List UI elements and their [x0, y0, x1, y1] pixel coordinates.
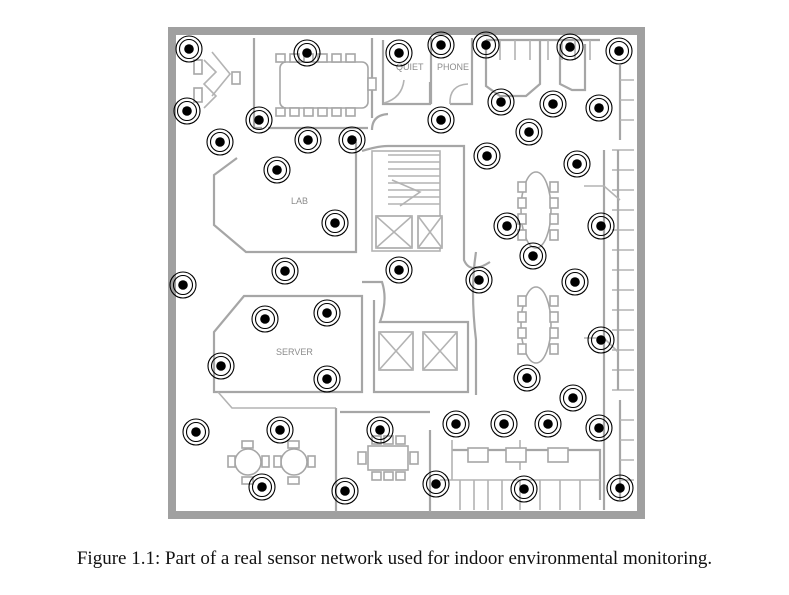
- sensor-node: [427, 31, 455, 59]
- sensor-node: [465, 266, 493, 294]
- sensor-node: [585, 94, 613, 122]
- sensor-node: [587, 212, 615, 240]
- sensor-node: [513, 364, 541, 392]
- sensor-node: [182, 418, 210, 446]
- sensor-node: [206, 128, 234, 156]
- sensor-node: [271, 257, 299, 285]
- sensor-node: [321, 209, 349, 237]
- sensor-node: [442, 410, 470, 438]
- outer-wall: [168, 27, 645, 519]
- sensor-node: [313, 299, 341, 327]
- sensor-node: [385, 39, 413, 67]
- sensor-node: [472, 31, 500, 59]
- sensor-node: [331, 477, 359, 505]
- floor-plan-diagram: QUIET PHONE LAB SERVER: [168, 27, 645, 519]
- sensor-node: [563, 150, 591, 178]
- room-label-lab: LAB: [291, 196, 308, 206]
- sensor-node: [294, 126, 322, 154]
- sensor-node: [385, 256, 413, 284]
- sensor-node: [606, 474, 634, 502]
- sensor-node: [338, 126, 366, 154]
- sensor-node: [251, 305, 279, 333]
- sensor-node: [510, 475, 538, 503]
- sensor-node: [266, 416, 294, 444]
- sensor-nodes: [169, 31, 634, 505]
- room-label-phone: PHONE: [437, 62, 469, 72]
- sensor-node: [473, 142, 501, 170]
- sensor-node: [427, 106, 455, 134]
- sensor-node: [561, 268, 589, 296]
- furniture: [193, 51, 559, 485]
- sensor-node: [173, 97, 201, 125]
- sensor-node: [587, 326, 615, 354]
- sensor-node: [422, 470, 450, 498]
- sensor-node: [559, 384, 587, 412]
- sensor-node: [248, 473, 276, 501]
- sensor-node: [169, 271, 197, 299]
- sensor-node: [556, 33, 584, 61]
- room-label-server: SERVER: [276, 347, 313, 357]
- sensor-node: [245, 106, 273, 134]
- sensor-node: [366, 416, 394, 444]
- sensor-node: [493, 212, 521, 240]
- sensor-node: [585, 414, 613, 442]
- sensor-node: [263, 156, 291, 184]
- sensor-node: [515, 118, 543, 146]
- sensor-node: [490, 410, 518, 438]
- sensor-node: [293, 39, 321, 67]
- sensor-node: [519, 242, 547, 270]
- sensor-node: [605, 37, 633, 65]
- sensor-node: [539, 90, 567, 118]
- figure-caption: Figure 1.1: Part of a real sensor networ…: [76, 548, 713, 569]
- room-label-quiet: QUIET: [396, 62, 424, 72]
- sensor-node: [175, 35, 203, 63]
- interior-walls: [212, 38, 634, 512]
- sensor-node: [487, 88, 515, 116]
- sensor-node: [313, 365, 341, 393]
- sensor-node: [534, 410, 562, 438]
- sensor-node: [207, 352, 235, 380]
